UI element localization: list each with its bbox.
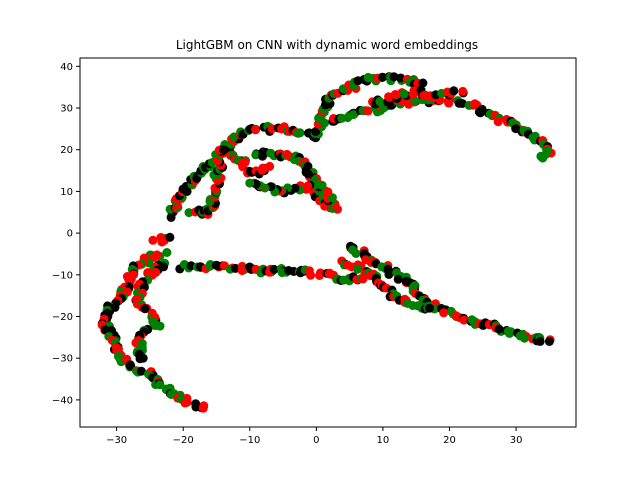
data-point bbox=[155, 380, 165, 390]
y-tick-label: 0 bbox=[67, 229, 73, 240]
data-point bbox=[520, 333, 529, 343]
chart-title: LightGBM on CNN with dynamic word embedd… bbox=[176, 38, 478, 52]
data-point bbox=[494, 324, 504, 334]
data-point bbox=[389, 72, 399, 82]
y-tick-label: −30 bbox=[52, 354, 73, 365]
x-tick-label: −30 bbox=[106, 435, 127, 446]
data-point bbox=[349, 110, 358, 120]
scatter-points bbox=[97, 72, 556, 413]
data-point bbox=[439, 308, 449, 318]
data-point bbox=[282, 149, 292, 159]
data-point bbox=[401, 276, 411, 286]
data-point bbox=[493, 117, 503, 127]
data-point bbox=[351, 249, 361, 258]
data-point bbox=[363, 106, 373, 116]
data-point bbox=[459, 315, 469, 325]
data-point bbox=[150, 320, 160, 330]
data-point bbox=[295, 128, 305, 138]
data-point bbox=[237, 266, 247, 276]
y-tick-label: 40 bbox=[60, 62, 73, 73]
data-point bbox=[419, 91, 429, 101]
data-point bbox=[535, 336, 545, 346]
y-tick-label: 10 bbox=[60, 187, 73, 198]
data-point bbox=[265, 161, 275, 171]
data-point bbox=[198, 403, 208, 413]
data-point bbox=[449, 86, 459, 96]
y-tick-label: −20 bbox=[52, 312, 73, 323]
data-point bbox=[182, 397, 192, 407]
data-point bbox=[399, 89, 409, 99]
data-point bbox=[457, 99, 467, 108]
data-point bbox=[230, 263, 240, 273]
data-point bbox=[138, 353, 148, 363]
data-point bbox=[269, 264, 279, 274]
data-point bbox=[251, 125, 260, 135]
x-tick-label: 0 bbox=[313, 435, 319, 446]
data-point bbox=[544, 337, 554, 346]
data-point bbox=[418, 78, 428, 88]
x-tick-label: 20 bbox=[443, 435, 456, 446]
data-point bbox=[451, 311, 461, 321]
axes: −30 −20 −10 0 10 20 30 −40 −30 −20 −10 0 10 20 30 40 bbox=[52, 57, 577, 446]
data-point bbox=[162, 248, 172, 257]
data-point bbox=[353, 264, 363, 274]
data-point bbox=[140, 304, 150, 314]
y-tick-label: −10 bbox=[52, 270, 73, 281]
y-tick-label: 30 bbox=[60, 104, 73, 115]
x-tick-label: 10 bbox=[377, 435, 390, 446]
data-point bbox=[315, 271, 324, 280]
x-tick-label: 30 bbox=[510, 435, 523, 446]
plot-frame bbox=[79, 57, 577, 428]
data-point bbox=[148, 235, 158, 245]
data-point bbox=[136, 366, 146, 376]
data-point bbox=[384, 269, 394, 279]
data-point bbox=[475, 108, 485, 118]
data-point bbox=[458, 86, 468, 96]
data-point bbox=[375, 97, 385, 107]
data-point bbox=[219, 145, 229, 155]
x-tick-label: −20 bbox=[173, 435, 194, 446]
data-point bbox=[165, 232, 175, 242]
data-point bbox=[393, 274, 403, 284]
data-point bbox=[290, 183, 300, 193]
x-tick-label: −10 bbox=[239, 435, 260, 446]
data-point bbox=[245, 178, 255, 188]
data-point bbox=[306, 270, 316, 280]
data-point bbox=[425, 303, 434, 313]
data-point bbox=[317, 180, 327, 190]
data-point bbox=[538, 153, 548, 163]
y-tick-label: −40 bbox=[52, 395, 73, 406]
y-tick-label: 20 bbox=[60, 145, 73, 156]
data-point bbox=[251, 150, 261, 160]
data-point bbox=[378, 72, 388, 82]
